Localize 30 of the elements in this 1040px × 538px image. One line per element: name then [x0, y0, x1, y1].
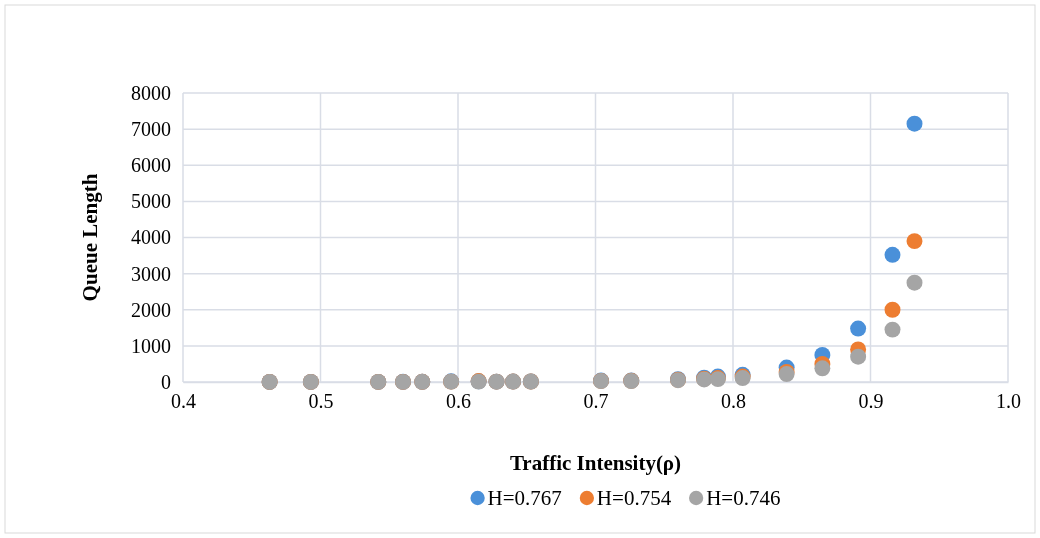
x-tick-label: 0.7: [583, 390, 609, 413]
x-tick-label: 1.0: [996, 390, 1021, 413]
point: [884, 246, 901, 263]
point: [814, 360, 831, 377]
y-tick-label: 7000: [131, 118, 171, 141]
x-tick-label: 0.4: [171, 390, 196, 413]
y-tick-label: 3000: [131, 262, 171, 285]
y-tick-label: 5000: [131, 190, 171, 213]
x-tick-label: 0.9: [858, 390, 884, 413]
x-tick-label: 0.8: [721, 390, 746, 413]
x-axis-title: Traffic Intensity(ρ): [509, 451, 682, 475]
point: [850, 320, 867, 337]
x-tick-label: 0.5: [308, 390, 334, 413]
y-tick-label: 4000: [131, 226, 171, 249]
point: [884, 321, 901, 338]
y-axis-title: Queue Length: [78, 173, 102, 302]
y-tick-label: 6000: [131, 154, 171, 177]
point: [906, 274, 923, 291]
legend-label: H=0.767: [487, 486, 562, 511]
y-tick-label: 1000: [131, 334, 171, 357]
y-tick-label: 0: [161, 370, 171, 393]
point: [906, 233, 923, 250]
point: [850, 348, 867, 365]
x-tick-label: 0.6: [446, 390, 471, 413]
legend-label: H=0.754: [596, 486, 672, 511]
y-tick-label: 2000: [131, 298, 171, 321]
point: [906, 115, 923, 132]
legend-label: H=0.746: [706, 486, 781, 511]
y-tick-label: 8000: [131, 81, 171, 104]
point: [884, 301, 901, 318]
